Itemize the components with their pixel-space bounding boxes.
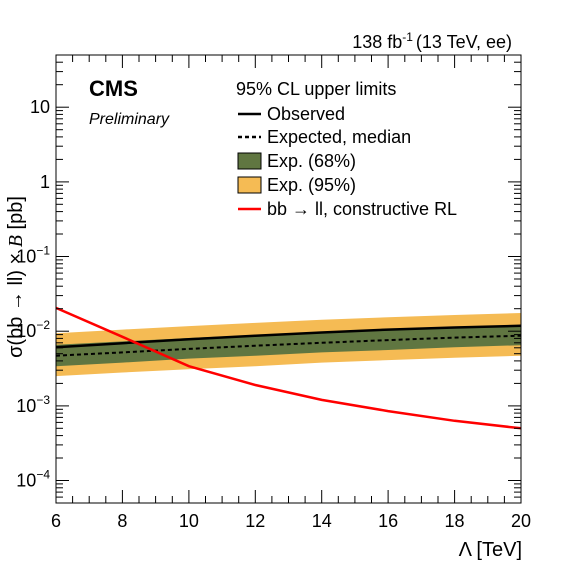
y-tick-label: 10 [30, 97, 50, 117]
lumi-label: 138 fb-1 (13 TeV, ee) [352, 30, 512, 52]
theory-line [55, 306, 522, 430]
x-axis-title: Λ [TeV] [459, 539, 522, 561]
y-tick-label: 1 [40, 172, 50, 192]
band-68 [56, 325, 521, 367]
x-tick-label: 8 [117, 511, 127, 531]
x-tick-label: 20 [511, 511, 531, 531]
x-tick-label: 14 [312, 511, 332, 531]
y-tick-label: 10−3 [16, 393, 50, 416]
legend-label-band68: Exp. (68%) [267, 151, 356, 171]
legend-title: 95% CL upper limits [236, 79, 396, 99]
experiment-label: CMS [89, 76, 138, 101]
y-tick-label: 10−1 [16, 244, 50, 267]
legend: 95% CL upper limits Observed Expected, m… [236, 79, 457, 219]
legend-label-observed: Observed [267, 104, 345, 124]
x-tick-label: 18 [445, 511, 465, 531]
y-axis-title: σ(bb → ll) × B [pb] [5, 196, 27, 358]
axis-tick-labels: 6 8 10 12 14 16 18 20 10 1 10−1 10−2 10−3 10−4 [16, 97, 531, 531]
legend-swatch-band68 [237, 152, 262, 170]
x-tick-label: 10 [179, 511, 199, 531]
y-tick-label: 10−4 [16, 468, 50, 491]
legend-label-band95: Exp. (95%) [267, 175, 356, 195]
legend-swatch-band95 [237, 176, 262, 194]
expected-line [55, 334, 522, 357]
x-tick-label: 12 [245, 511, 265, 531]
x-tick-label: 16 [378, 511, 398, 531]
y-tick-label: 10−2 [16, 318, 50, 341]
axis-ticks [55, 54, 522, 504]
status-label: Preliminary [89, 111, 170, 128]
limit-lines [55, 306, 522, 430]
x-tick-label: 6 [51, 511, 61, 531]
legend-label-theory: bb → ll, constructive RL [267, 199, 457, 219]
legend-label-expected: Expected, median [267, 127, 411, 147]
